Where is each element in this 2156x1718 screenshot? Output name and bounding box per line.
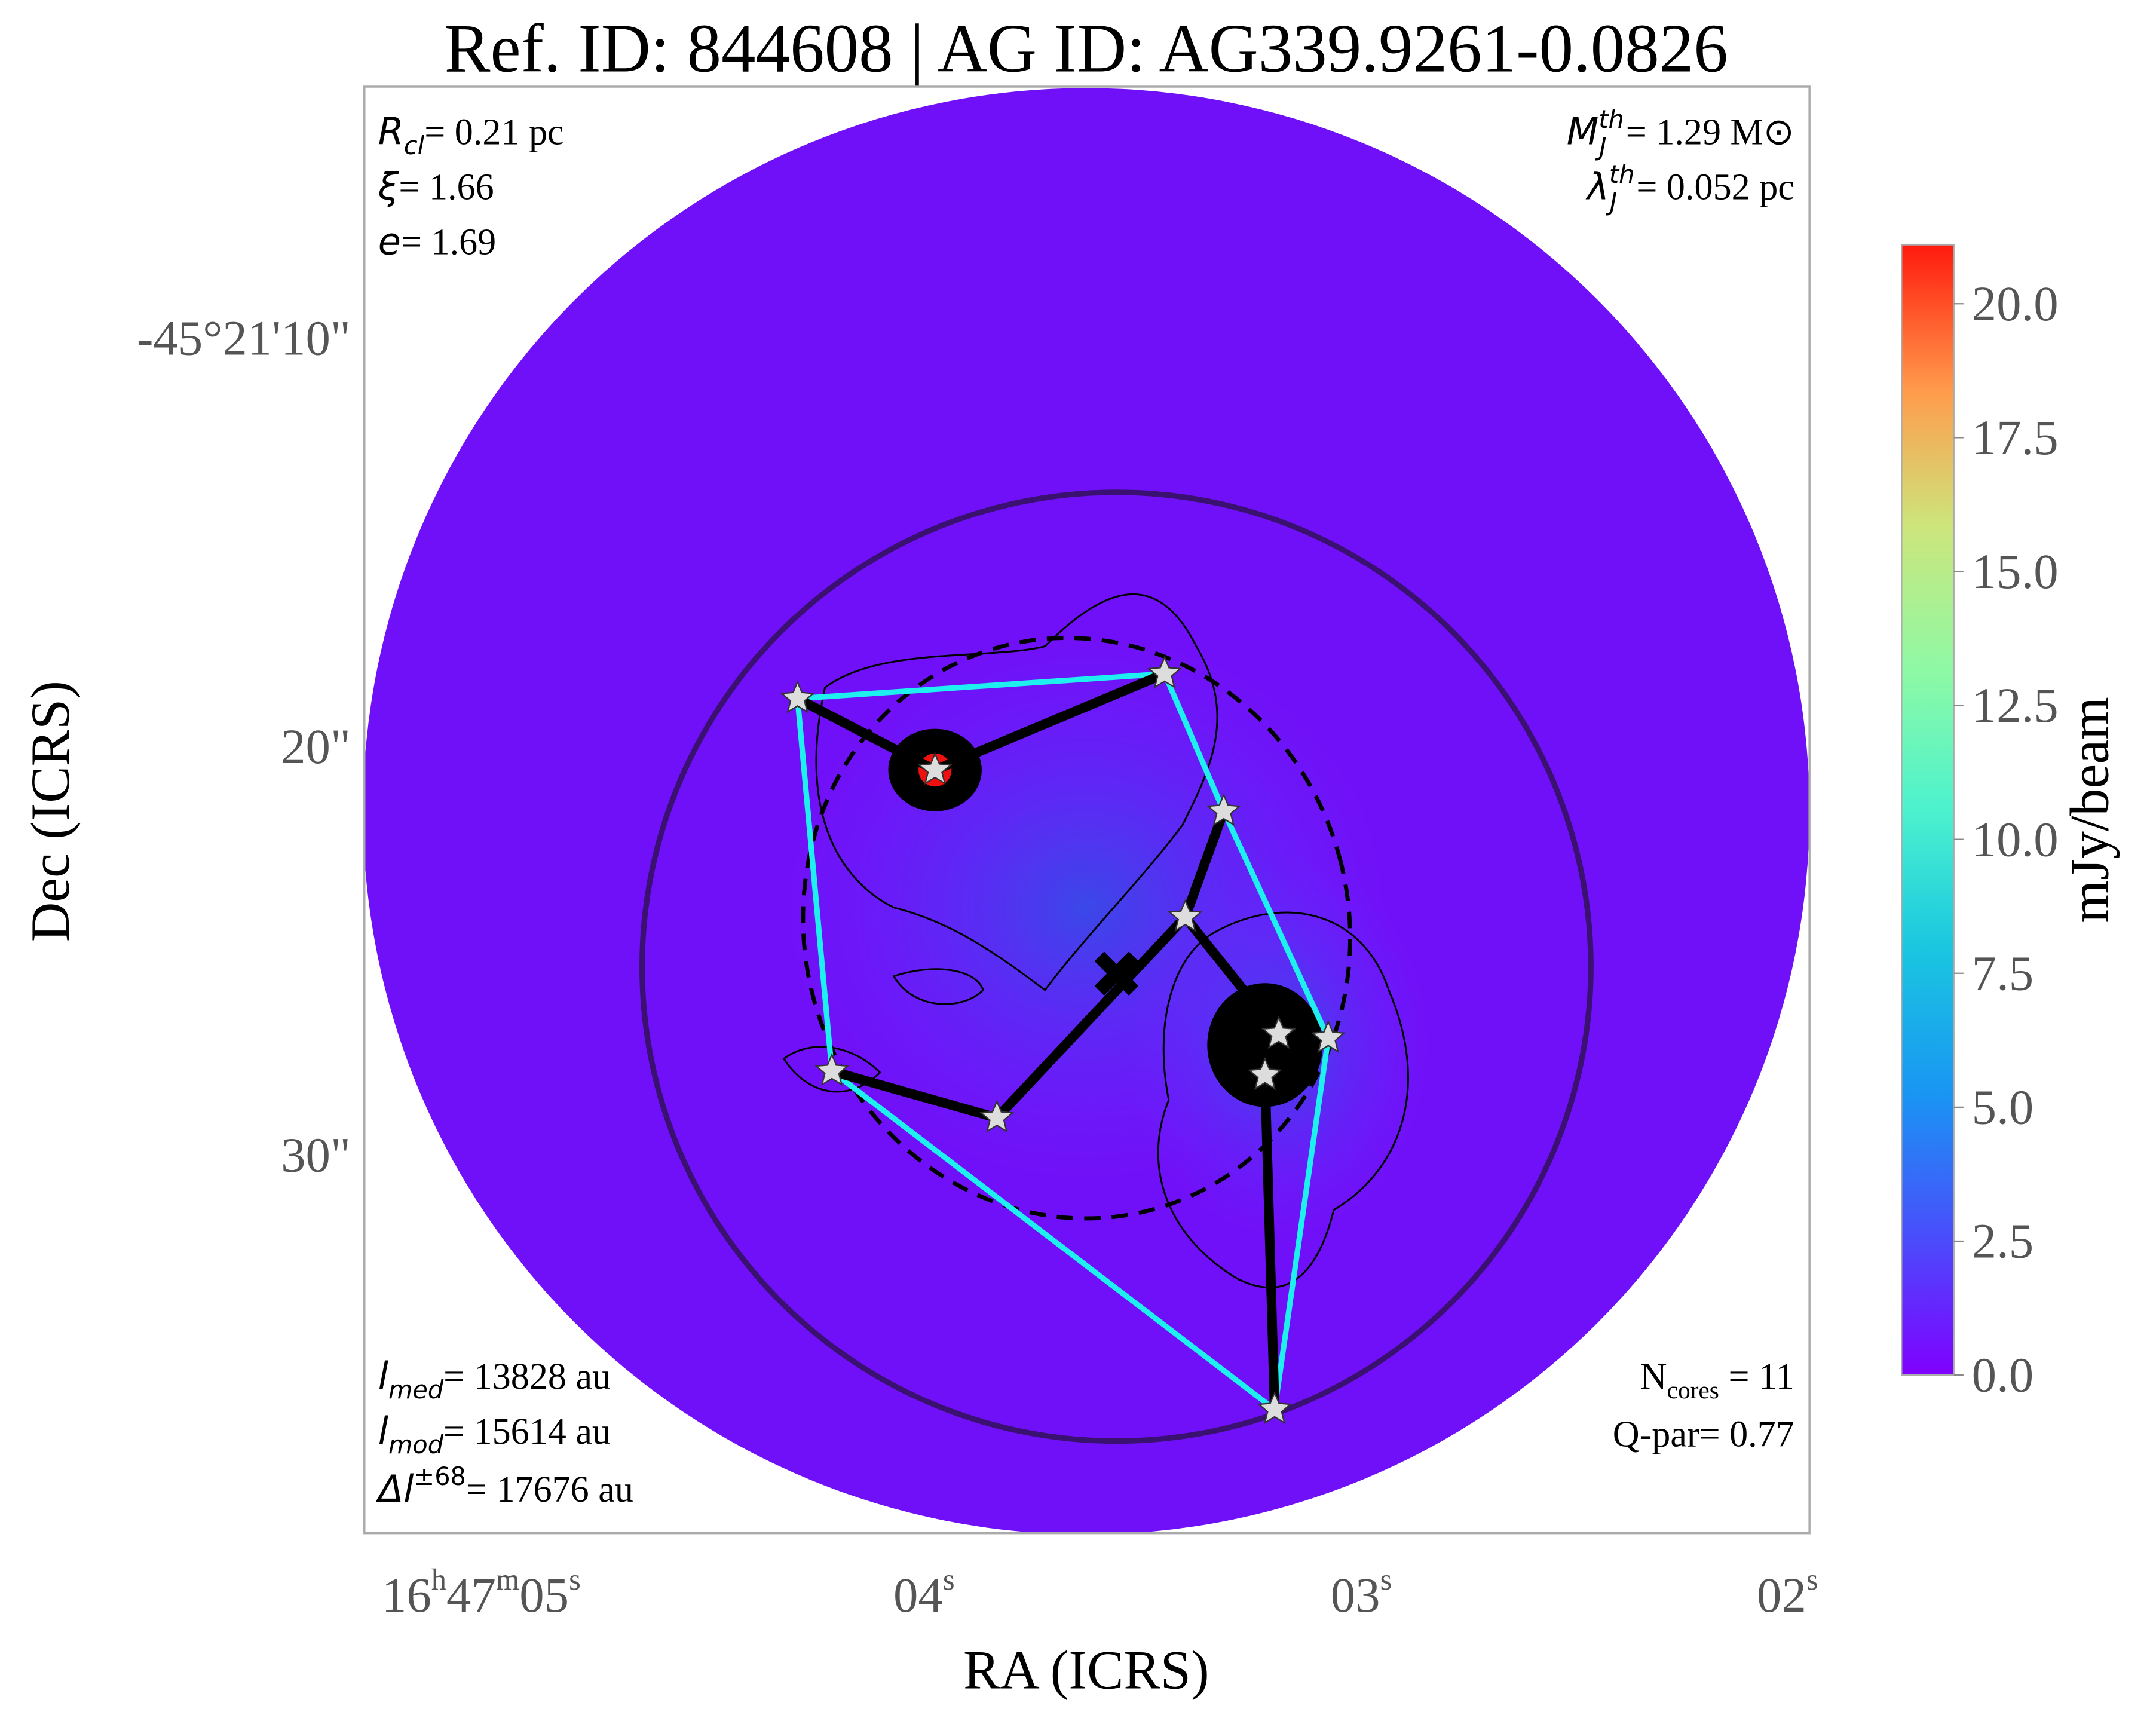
colorbar-tick-label: 0.0 [1972, 1348, 2034, 1402]
colorbar-tick-label: 5.0 [1972, 1079, 2034, 1134]
core [1257, 1391, 1293, 1425]
core [917, 752, 953, 785]
x-tick-label: 16h47m05s [382, 1563, 581, 1622]
frame [363, 85, 1811, 1535]
colorbar-tick-label: 10.0 [1972, 811, 2059, 866]
colorbar-tick-label: 17.5 [1972, 410, 2059, 465]
x-tick-part: 47 [446, 1567, 496, 1622]
core [1247, 1056, 1283, 1091]
y-tick-label: 30" [281, 1128, 351, 1183]
stat: Rcl= 0.21 pc [378, 110, 564, 160]
map [364, 88, 1809, 1533]
x-tick-part: 16 [382, 1567, 431, 1622]
y-tick-label: 20" [281, 719, 351, 774]
x-tick-part: 05 [519, 1567, 569, 1622]
title: Ref. ID: 844608 | AG ID: AG339.9261-0.08… [445, 10, 1728, 87]
core [1310, 1019, 1346, 1054]
x-tick-part: s [943, 1563, 955, 1596]
stat: e= 1.69 [378, 220, 496, 264]
y-axis-label: Dec (ICRS) [20, 681, 81, 942]
centroid [1094, 951, 1139, 996]
core [814, 1052, 850, 1086]
fit-ellipse [801, 636, 1352, 1221]
stat: λth J = 0.052 pc [1585, 160, 1794, 216]
stat: ξ= 1.66 [378, 165, 494, 209]
core [780, 680, 815, 713]
colorbar-tick-label: 15.0 [1972, 544, 2059, 599]
y-tick-label: -45°21'10" [137, 311, 351, 366]
stat: lmed= 13828 au [378, 1354, 611, 1404]
x-axis-label: RA (ICRS) [963, 1640, 1209, 1701]
colorbar-tick-label: 7.5 [1972, 945, 2034, 1000]
stat: Δl±68= 17676 au [376, 1462, 633, 1511]
x-tick-label: 04s [893, 1563, 955, 1622]
stat: lmod= 15614 au [378, 1409, 611, 1459]
x-tick-label: 02s [1757, 1563, 1818, 1622]
x-tick-part: 04 [893, 1567, 943, 1622]
cluster-radius [639, 489, 1594, 1444]
core [979, 1100, 1015, 1133]
x-tick-label: 03s [1331, 1563, 1392, 1622]
x-tick-part: s [569, 1563, 581, 1596]
x-tick-part: 02 [1757, 1567, 1806, 1622]
colorbar [1901, 244, 1955, 1376]
x-tick-part: s [1806, 1563, 1818, 1596]
stat: Ncores = 11 [1640, 1356, 1794, 1404]
stat: Mth J = 1.29 M⊙ [1567, 105, 1794, 161]
colorbar-label: mJy/beam [2059, 697, 2120, 923]
x-tick-part: 03 [1331, 1567, 1380, 1622]
contours [782, 593, 1409, 1289]
stat: Q-par= 0.77 [1613, 1414, 1794, 1455]
colorbar-tick-label: 2.5 [1972, 1214, 2034, 1269]
core [1168, 899, 1203, 932]
x-tick-part: m [496, 1563, 519, 1596]
core [1147, 655, 1183, 689]
colorbar-tick-label: 20.0 [1972, 276, 2059, 331]
core [1261, 1015, 1297, 1049]
core [1206, 793, 1241, 826]
x-tick-part: s [1380, 1563, 1392, 1596]
cores [780, 655, 1346, 1425]
x-tick-part: h [431, 1563, 446, 1596]
colorbar-tick-label: 12.5 [1972, 678, 2059, 733]
